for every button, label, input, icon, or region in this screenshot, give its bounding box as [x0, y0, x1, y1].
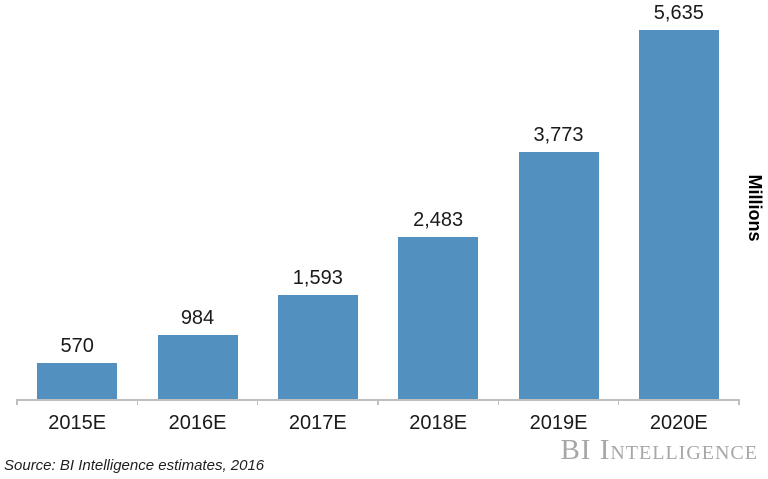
x-axis-tick-label: 2020E	[649, 412, 708, 434]
bar	[277, 295, 358, 400]
brand-logo: BI Intelligence	[560, 434, 758, 466]
bar	[518, 152, 599, 400]
bar-value-label: 984	[180, 307, 215, 329]
x-axis-tick-label: 2016E	[168, 412, 227, 434]
x-axis-tick-label: 2017E	[288, 412, 347, 434]
x-axis-tick	[497, 399, 500, 405]
x-axis-tick	[16, 399, 18, 405]
x-axis-tick	[136, 399, 139, 405]
x-axis-tick-label: 2019E	[529, 412, 588, 434]
x-axis-tick	[377, 399, 379, 405]
y-axis-title: Millions	[745, 174, 765, 242]
x-axis-tick-label: 2015E	[48, 412, 107, 434]
bar	[37, 363, 118, 400]
bar-value-label: 5,635	[653, 2, 704, 24]
bar	[638, 30, 719, 400]
source-note: Source: BI Intelligence estimates, 2016	[4, 457, 265, 474]
bar-value-label: 2,483	[413, 209, 464, 231]
bar	[157, 335, 238, 400]
bar	[398, 237, 479, 400]
bar-value-label: 570	[60, 335, 94, 357]
x-axis-tick-label: 2018E	[409, 412, 468, 434]
x-axis-tick	[256, 399, 259, 405]
x-axis-tick	[617, 399, 620, 405]
bar-value-label: 3,773	[533, 124, 584, 146]
bar-value-label: 1,593	[292, 267, 343, 289]
x-axis-tick	[738, 399, 740, 405]
